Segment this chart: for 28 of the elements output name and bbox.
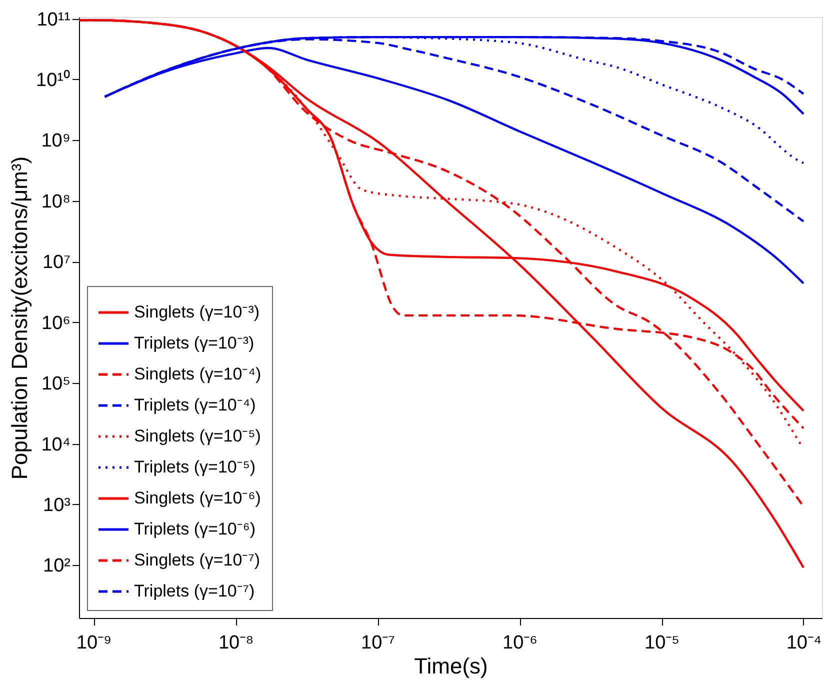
- legend-label: Triplets (γ=10⁻⁷): [134, 582, 255, 600]
- legend-label: Triplets (γ=10⁻³): [134, 334, 254, 352]
- y-tick-label: 10⁸: [41, 191, 70, 212]
- y-tick-label: 10⁶: [42, 312, 70, 334]
- x-tick-label: 10⁻⁷: [361, 632, 396, 654]
- x-tick-label: 10⁻⁸: [218, 632, 254, 654]
- x-tick-label: 10⁻⁴: [786, 632, 822, 654]
- y-tick-label: 10⁵: [41, 374, 70, 395]
- legend-label: Singlets (γ=10⁻³): [134, 302, 260, 322]
- x-axis-title: Time(s): [414, 654, 488, 678]
- x-tick-label: 10⁻⁶: [502, 632, 538, 654]
- legend-label: Singlets (γ=10⁻⁶): [134, 488, 261, 508]
- y-tick-label: 10⁴: [41, 434, 70, 456]
- y-tick-label: 10³: [43, 494, 70, 516]
- x-tick-label: 10⁻⁵: [644, 632, 680, 654]
- y-tick-label: 10¹¹: [36, 9, 70, 30]
- y-tick-label: 10⁹: [41, 130, 70, 152]
- y-tick-label: 10⁷: [42, 252, 71, 274]
- legend-label: Triplets (γ=10⁻⁴): [134, 396, 256, 414]
- x-tick-label: 10⁻⁹: [76, 632, 112, 654]
- legend-label: Singlets (γ=10⁻⁴): [134, 364, 262, 384]
- y-axis-title: Population Density(excitons/μm³): [7, 156, 32, 480]
- y-tick-label: 10¹⁰: [36, 68, 70, 91]
- legend-label: Singlets (γ=10⁻⁷): [134, 550, 260, 570]
- legend-label: Singlets (γ=10⁻⁵): [134, 426, 261, 446]
- legend-label: Triplets (γ=10⁻⁵): [134, 458, 256, 476]
- y-tick-label: 10²: [43, 556, 70, 577]
- legend-label: Triplets (γ=10⁻⁶): [134, 520, 256, 538]
